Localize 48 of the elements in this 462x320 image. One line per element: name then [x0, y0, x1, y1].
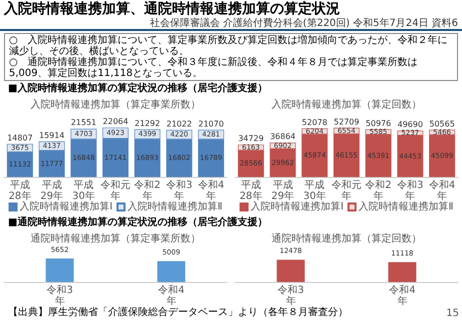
total-label: 21292	[134, 118, 160, 128]
x-tick-label: 令和元年	[100, 179, 130, 202]
text: 入院時情報連携加算、通院時情報連携加算の算定状況	[4, 1, 340, 18]
text: ○ 通院時情報連携加算について、令和３年度に新設後、令和４年８月では算定事業所数は5,009、算定回数は11,118となっている。	[9, 57, 419, 79]
legend-label: 入院時情報連携加算Ⅰ	[250, 200, 344, 212]
legend-label: 入院時情報連携加算Ⅰ	[20, 200, 113, 212]
total-label: 52078	[302, 118, 328, 127]
total-label: 14807	[7, 133, 33, 142]
legend-label: 入院時情報連携加算Ⅱ	[128, 200, 222, 212]
total-label: 52709	[334, 117, 360, 126]
total-label: 21022	[166, 119, 192, 128]
x-tick-label: 平成30年	[72, 179, 96, 202]
chart-title: 入院時情報連携加算（算定事業所数）	[30, 98, 200, 110]
total-label: 36864	[270, 132, 296, 142]
x-tick-label: 令和3年	[166, 179, 192, 202]
x-tick-label: 令和2年	[134, 179, 161, 202]
x-tick-label: 平成29年	[40, 179, 64, 202]
x-tick-label: 令和4年	[428, 179, 456, 202]
chart-title: 通院時情報連携加算（算定回数）	[272, 232, 422, 244]
total-label: 50565	[429, 119, 455, 128]
total-label: 21070	[198, 119, 224, 128]
x-tick-label: 平成28年	[8, 179, 32, 202]
x-tick-label: 令和4年	[158, 284, 184, 307]
total-label: 21551	[70, 118, 96, 128]
x-tick-label: 平成28年	[240, 179, 262, 202]
total-label: 15914	[39, 130, 65, 140]
x-tick-label: 令和3年	[397, 179, 424, 202]
text: ○ 入院時情報連携加算について、算定事業所数及び算定回数は増加傾向であったが、令和２年に減少し、その後、横ばいとなっている。	[9, 35, 449, 57]
text: 15	[446, 308, 459, 319]
x-tick-label: 平成30年	[303, 179, 326, 202]
x-tick-label: 令和3年	[278, 284, 304, 307]
total-label: 49690	[397, 120, 423, 130]
total-label: 22064	[102, 117, 128, 126]
x-tick-label: 令和3年	[46, 284, 73, 307]
x-tick-label: 令和4年	[198, 179, 224, 202]
text: 【出典】厚生労働省「介護保険総合データベース」より（各年８月審査分）	[8, 307, 348, 318]
text: 社会保障審議会 介護給付費分科会(第220回) 令和5年7月24日 資料6	[0, 18, 462, 31]
text: ■通院時情報連携加算の算定状況の推移（居宅介護支援）	[7, 217, 268, 229]
text: ■入院時情報連携加算の算定状況の推移（居宅介護支援）	[7, 83, 268, 95]
x-tick-label: 令和元年	[332, 179, 362, 202]
legend-label: 入院時情報連携加算Ⅱ	[358, 200, 454, 212]
chart-title: 入院時情報連携加算（算定回数）	[272, 98, 422, 110]
x-tick-label: 平成29年	[271, 179, 294, 202]
x-tick-label: 令和4年	[389, 284, 416, 307]
total-label: 34729	[238, 134, 264, 144]
x-tick-label: 令和2年	[365, 179, 392, 202]
total-label: 50976	[366, 118, 392, 128]
chart-title: 通院時情報連携加算（算定事業所数）	[30, 232, 200, 244]
